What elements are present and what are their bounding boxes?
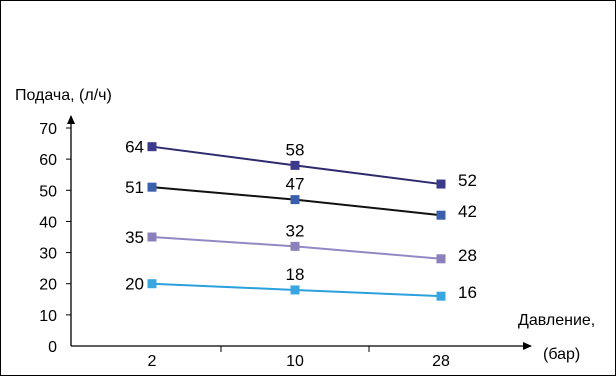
series-group: 64 58 52 51 47 42 35 32 28 20 18 16	[125, 138, 477, 302]
data-label: 42	[458, 202, 477, 221]
x-axis-title-line2: (бар)	[543, 346, 580, 363]
data-label: 28	[458, 246, 477, 265]
y-tick-label: 20	[39, 277, 57, 294]
data-point-marker	[436, 210, 446, 220]
data-label: 16	[458, 283, 477, 302]
data-label: 32	[286, 221, 305, 240]
data-point-marker	[147, 182, 157, 192]
data-point-marker	[290, 195, 300, 205]
x-axis-title-line1: Давление,	[518, 312, 595, 329]
data-label: 20	[125, 275, 144, 294]
x-ticks: 2 10 28	[148, 346, 450, 370]
x-tick-label: 2	[148, 353, 157, 370]
data-point-marker	[436, 254, 446, 264]
data-label: 58	[286, 140, 305, 159]
y-tick-label: 60	[39, 152, 57, 169]
data-label: 47	[286, 175, 305, 194]
data-point-marker	[290, 160, 300, 170]
y-tick-label: 30	[39, 246, 57, 263]
data-label: 51	[125, 178, 144, 197]
x-tick-label: 28	[432, 353, 450, 370]
y-tick-label: 40	[39, 214, 57, 231]
y-ticks: 0 10 20 30 40 50 60 70	[39, 121, 71, 356]
data-point-marker	[436, 179, 446, 189]
y-axis-title: Подача, (л/ч)	[15, 87, 112, 104]
data-point-marker	[436, 291, 446, 301]
y-tick-label: 50	[39, 183, 57, 200]
data-label: 52	[458, 171, 477, 190]
y-tick-label: 10	[39, 308, 57, 325]
y-tick-label: 70	[39, 121, 57, 138]
data-point-marker	[290, 241, 300, 251]
data-label: 64	[125, 138, 144, 157]
data-label: 18	[286, 265, 305, 284]
data-point-marker	[147, 232, 157, 242]
x-tick-label: 10	[286, 353, 304, 370]
data-label: 35	[125, 228, 144, 247]
y-tick-label: 0	[48, 339, 57, 356]
data-point-marker	[147, 142, 157, 152]
data-point-marker	[290, 285, 300, 295]
data-point-marker	[147, 279, 157, 289]
